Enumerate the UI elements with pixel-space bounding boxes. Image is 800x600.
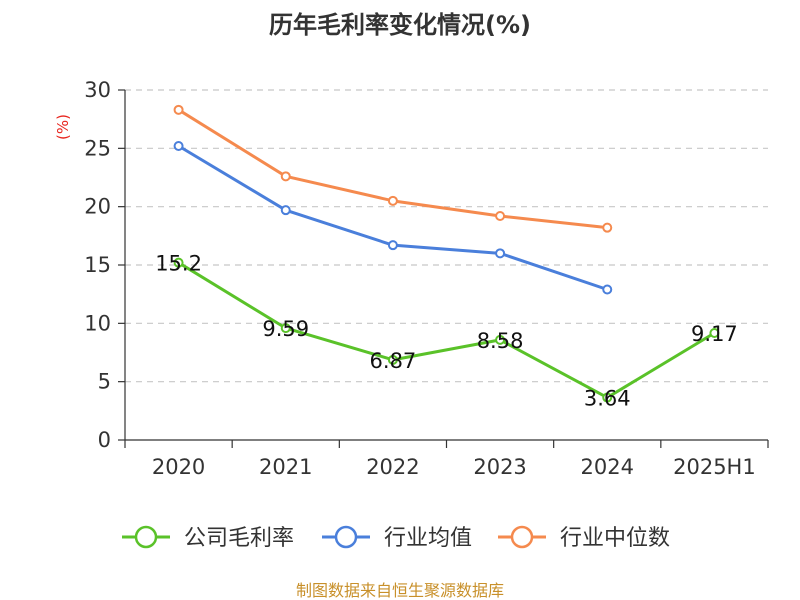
legend-item-1[interactable]: 行业均值 [322, 525, 472, 551]
legend-item-0[interactable]: 公司毛利率 [122, 525, 294, 551]
series-line [177, 108, 608, 230]
data-point [495, 211, 506, 221]
gridlines [125, 89, 768, 383]
axes: 0 5 10 15 20 25 30 2020 2021 2022 2023 2024 2025H1 [84, 78, 769, 479]
x-tick-label: 2022 [366, 455, 419, 479]
legend-label: 行业中位数 [560, 526, 670, 551]
y-tick-label: 20 [84, 195, 111, 219]
data-point [280, 323, 291, 334]
series-layer: 15.2 9.59 6.87 8.58 3.64 9.17 [155, 104, 738, 411]
data-label: 8.58 [477, 329, 524, 353]
series-line [177, 261, 716, 400]
data-point [602, 392, 613, 403]
x-tick-label: 2024 [581, 455, 634, 479]
y-tick-label: 30 [84, 78, 111, 102]
data-point [387, 240, 398, 251]
data-point [173, 141, 184, 151]
series-1 [173, 141, 613, 295]
data-point [387, 354, 398, 365]
y-tick-label: 5 [98, 370, 111, 394]
data-label: 6.87 [370, 349, 417, 373]
source-note: 制图数据来自恒生聚源数据库 [296, 581, 504, 600]
y-tick-label: 15 [84, 253, 111, 277]
legend-marker-icon [134, 525, 158, 549]
data-label: 15.2 [155, 252, 202, 276]
y-tick-label: 10 [84, 311, 111, 335]
series-0: 15.2 9.59 6.87 8.58 3.64 9.17 [155, 252, 738, 411]
legend-item-2[interactable]: 行业中位数 [498, 525, 670, 551]
legend[interactable]: 公司毛利率 行业均值 行业中位数 [122, 525, 670, 551]
y-tick-label: 0 [98, 428, 111, 452]
x-tick-label: 2023 [473, 455, 526, 479]
legend-label: 行业均值 [384, 526, 472, 551]
x-tick-label: 2025H1 [673, 455, 756, 479]
data-point [387, 195, 398, 206]
data-point [709, 328, 720, 339]
y-axis-label: (%) [54, 114, 72, 140]
data-label: 9.59 [262, 317, 309, 341]
data-point [602, 222, 613, 233]
data-point [495, 334, 506, 345]
data-label: 3.64 [584, 387, 631, 411]
data-point [280, 205, 291, 216]
data-point [173, 257, 184, 268]
legend-marker-icon [510, 525, 534, 549]
data-point [602, 284, 613, 295]
legend-marker-icon [334, 525, 358, 549]
y-tick-label: 25 [84, 136, 111, 160]
chart-title: 历年毛利率变化情况(%) [269, 11, 531, 39]
series-line [177, 144, 608, 291]
series-2 [173, 104, 613, 233]
data-point [280, 171, 291, 182]
data-label: 9.17 [691, 322, 738, 346]
data-point [495, 248, 506, 259]
x-tick-label: 2020 [152, 455, 205, 479]
x-tick-label: 2021 [259, 455, 312, 479]
data-point [173, 104, 184, 115]
legend-label: 公司毛利率 [184, 526, 294, 551]
